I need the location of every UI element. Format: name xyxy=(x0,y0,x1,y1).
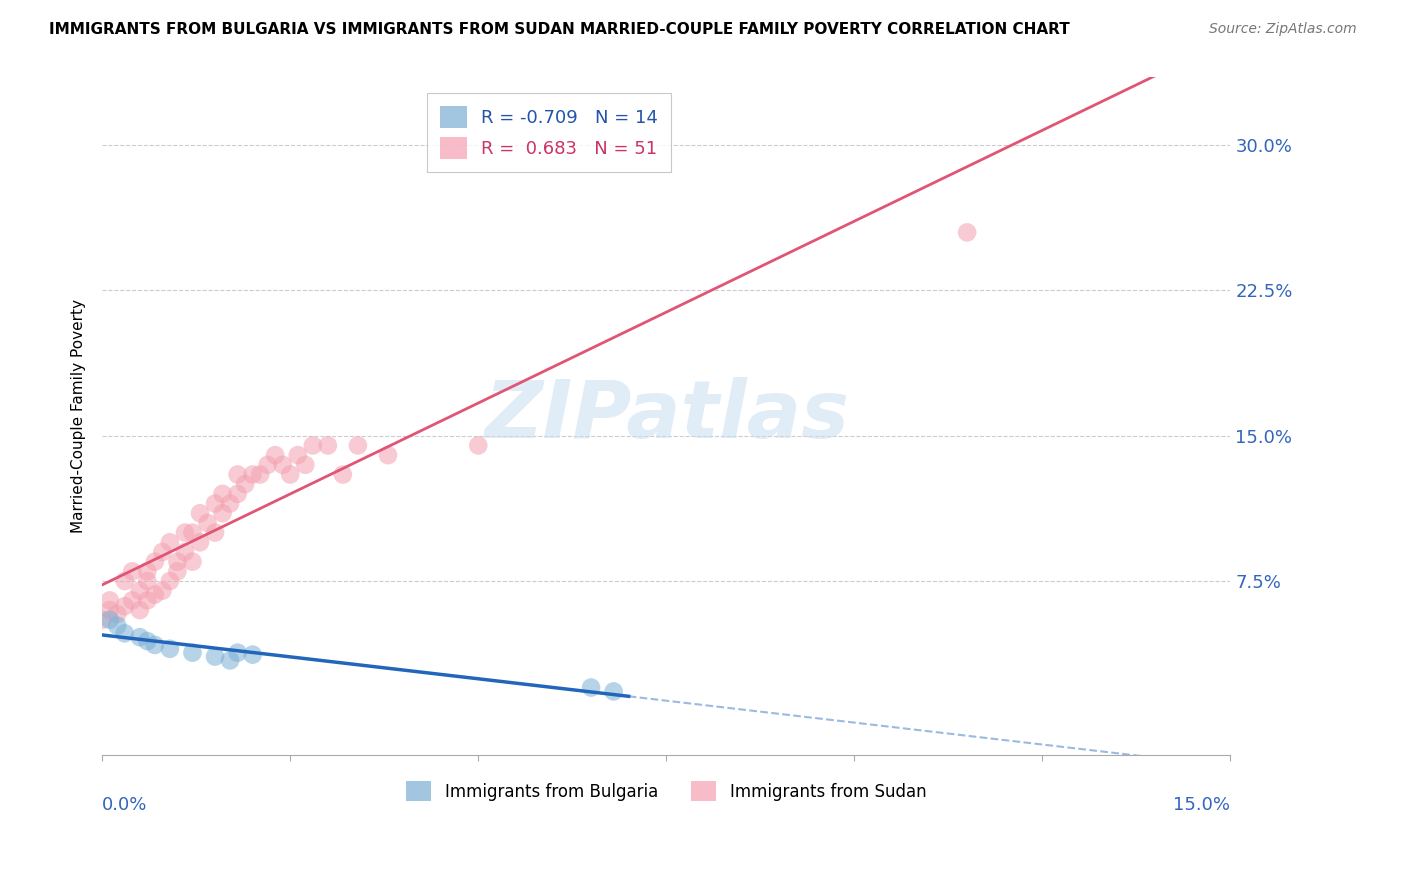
Point xyxy=(249,467,271,482)
Point xyxy=(159,641,181,656)
Point xyxy=(602,684,624,698)
Point xyxy=(128,630,150,644)
Point xyxy=(316,438,339,452)
Point xyxy=(219,497,242,511)
Point xyxy=(98,613,121,627)
Point xyxy=(128,603,150,617)
Point xyxy=(226,487,249,501)
Point xyxy=(188,535,211,549)
Point xyxy=(181,555,204,569)
Point xyxy=(242,648,264,662)
Point xyxy=(128,583,150,598)
Text: 15.0%: 15.0% xyxy=(1174,796,1230,814)
Text: ZIPatlas: ZIPatlas xyxy=(484,377,849,456)
Text: IMMIGRANTS FROM BULGARIA VS IMMIGRANTS FROM SUDAN MARRIED-COUPLE FAMILY POVERTY : IMMIGRANTS FROM BULGARIA VS IMMIGRANTS F… xyxy=(49,22,1070,37)
Point xyxy=(204,497,226,511)
Point xyxy=(121,565,143,579)
Point xyxy=(204,649,226,664)
Point xyxy=(226,467,249,482)
Point xyxy=(181,646,204,660)
Point xyxy=(467,438,489,452)
Point xyxy=(105,618,128,632)
Point xyxy=(166,555,188,569)
Point xyxy=(256,458,278,472)
Point xyxy=(150,583,173,598)
Point xyxy=(174,545,197,559)
Point xyxy=(136,634,159,648)
Point xyxy=(98,603,121,617)
Point xyxy=(114,599,136,614)
Point xyxy=(347,438,370,452)
Point xyxy=(150,545,173,559)
Point xyxy=(174,525,197,540)
Point xyxy=(579,681,602,695)
Point xyxy=(159,535,181,549)
Point xyxy=(98,593,121,607)
Point xyxy=(91,613,114,627)
Point xyxy=(143,588,166,602)
Point xyxy=(278,467,301,482)
Point xyxy=(226,646,249,660)
Point xyxy=(188,506,211,520)
Point xyxy=(136,593,159,607)
Point xyxy=(219,653,242,667)
Point xyxy=(114,626,136,640)
Text: Source: ZipAtlas.com: Source: ZipAtlas.com xyxy=(1209,22,1357,37)
Point xyxy=(197,516,219,530)
Point xyxy=(143,555,166,569)
Point xyxy=(264,448,287,462)
Point xyxy=(143,638,166,652)
Point xyxy=(287,448,309,462)
Point xyxy=(136,565,159,579)
Point xyxy=(294,458,316,472)
Legend: Immigrants from Bulgaria, Immigrants from Sudan: Immigrants from Bulgaria, Immigrants fro… xyxy=(399,774,934,808)
Point xyxy=(211,506,233,520)
Point xyxy=(211,487,233,501)
Point xyxy=(114,574,136,588)
Point xyxy=(136,574,159,588)
Point xyxy=(121,593,143,607)
Point xyxy=(105,607,128,621)
Point xyxy=(166,565,188,579)
Point xyxy=(242,467,264,482)
Point xyxy=(159,574,181,588)
Point xyxy=(332,467,354,482)
Y-axis label: Married-Couple Family Poverty: Married-Couple Family Poverty xyxy=(72,300,86,533)
Point xyxy=(271,458,294,472)
Point xyxy=(301,438,323,452)
Point xyxy=(181,525,204,540)
Point xyxy=(204,525,226,540)
Text: 0.0%: 0.0% xyxy=(103,796,148,814)
Point xyxy=(377,448,399,462)
Point xyxy=(233,477,256,491)
Point xyxy=(956,226,979,240)
